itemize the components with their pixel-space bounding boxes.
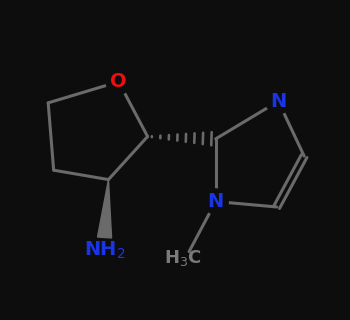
Text: N: N: [208, 192, 224, 211]
Text: NH$_2$: NH$_2$: [84, 239, 125, 261]
Circle shape: [266, 89, 291, 114]
Circle shape: [106, 69, 131, 94]
Text: O: O: [110, 72, 127, 91]
Polygon shape: [98, 180, 112, 238]
Circle shape: [203, 189, 228, 214]
Text: H$_3$C: H$_3$C: [164, 248, 202, 268]
Text: N: N: [270, 92, 286, 111]
